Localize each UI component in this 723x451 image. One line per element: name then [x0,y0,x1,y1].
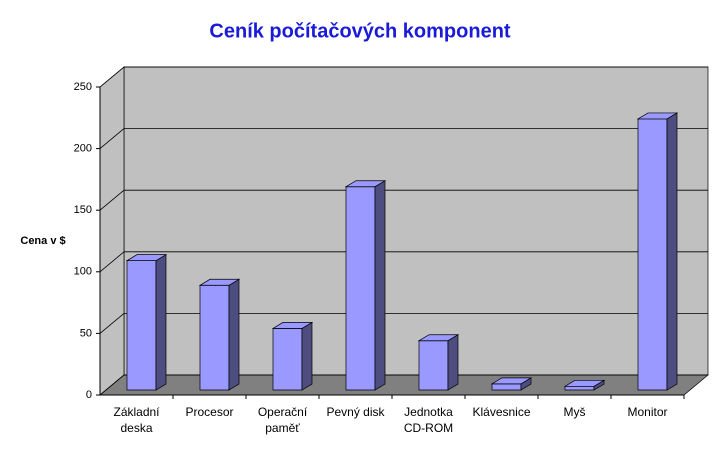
grid-line [99,313,125,334]
bar-side [374,180,386,391]
y-tick-label: 150 [74,204,92,216]
bar-side [666,112,678,391]
x-tick-label: Pevný disk [326,405,385,419]
chart-title: Ceník počítačových komponent [209,20,511,42]
grid-line [99,128,125,149]
grid-line [99,66,125,88]
bar [271,321,314,391]
x-tick-label: Základní deska [113,405,160,435]
bar-top [490,377,533,385]
bar-top [636,112,679,120]
bar-top [125,254,168,261]
y-tick-label: 250 [74,81,92,93]
bar-front [199,284,230,391]
x-tick-label: Jednotka CD-ROM [403,405,454,435]
y-tick-label: 0 [86,389,92,401]
grid-line [99,374,125,396]
bar [417,334,460,391]
bar [344,180,387,391]
bar [125,254,168,391]
y-tick-label: 200 [74,143,92,155]
bar-front [564,385,595,391]
bar [490,377,533,391]
bar-front [272,328,303,391]
bar-top [198,278,241,286]
bar-side [447,334,459,391]
x-tick-label: Operační paměť [257,405,308,435]
grid-line [99,189,125,211]
x-tick-label: Procesor [185,405,234,419]
y-tick-label: 50 [80,327,92,339]
bar-front [418,340,449,391]
x-tick-label: Monitor [627,405,668,419]
bar-top [417,334,460,342]
bar-top [563,379,606,387]
bar [198,278,241,391]
bar-side [228,278,240,391]
bar-top [344,180,387,188]
side-wall [99,66,125,396]
bar-front [637,118,668,391]
y-tick-label: 100 [74,266,92,278]
grid-line [99,251,125,273]
bar-front [491,383,522,391]
bar-front [345,186,376,391]
bar [636,112,679,391]
x-tick-label: Klávesnice [472,405,531,419]
y-axis-label: Cena v $ [20,235,65,247]
x-tick-label: Myš [563,405,586,419]
bar [563,379,606,391]
bar-side [301,321,313,391]
bar-front [126,260,157,391]
floor [99,374,709,396]
bar-top [271,322,314,329]
bar-side [155,254,167,391]
